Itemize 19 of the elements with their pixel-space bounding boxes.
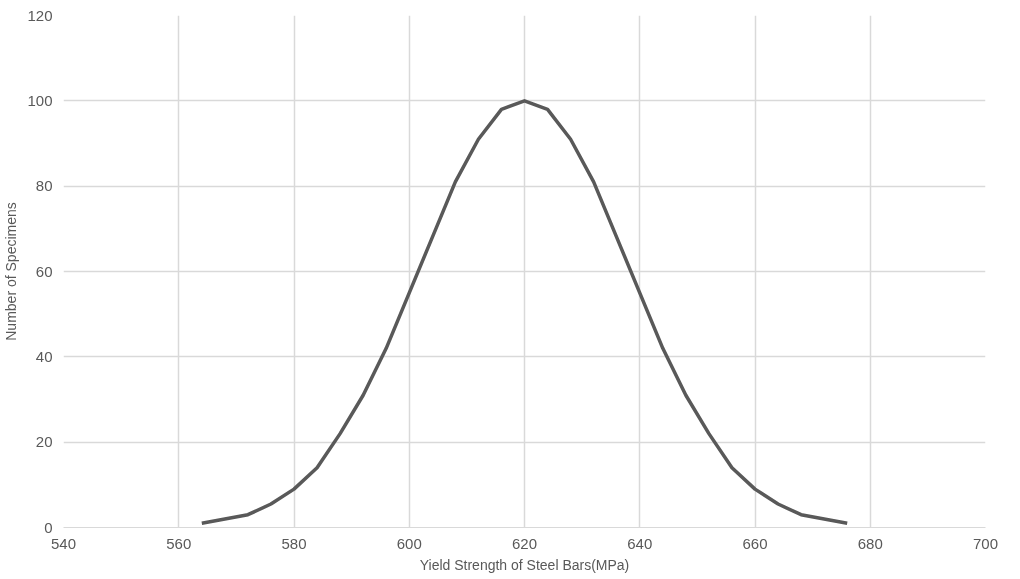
x-axis-title: Yield Strength of Steel Bars(MPa) [419, 556, 630, 573]
y-tick-label: 60 [35, 262, 53, 280]
y-tick-label: 20 [35, 433, 53, 451]
line-series [200, 99, 849, 525]
x-tick-label: 600 [396, 534, 422, 552]
x-tick-label: 560 [166, 534, 192, 552]
y-tick-label: 120 [27, 6, 53, 24]
y-tick-label: 100 [27, 91, 53, 109]
x-tick-label: 620 [511, 534, 538, 552]
x-tick-label: 680 [857, 534, 883, 552]
y-axis-title: Number of Specimens [3, 202, 20, 341]
y-tick-label: 0 [44, 518, 53, 536]
y-tick-label: 40 [35, 347, 53, 365]
x-tick-label: 580 [281, 534, 307, 552]
x-tick-label: 660 [742, 534, 768, 552]
x-tick-label: 640 [627, 534, 653, 552]
x-tick-label: 540 [50, 534, 77, 552]
y-tick-label: 80 [35, 177, 53, 195]
x-tick-label: 700 [972, 534, 999, 552]
